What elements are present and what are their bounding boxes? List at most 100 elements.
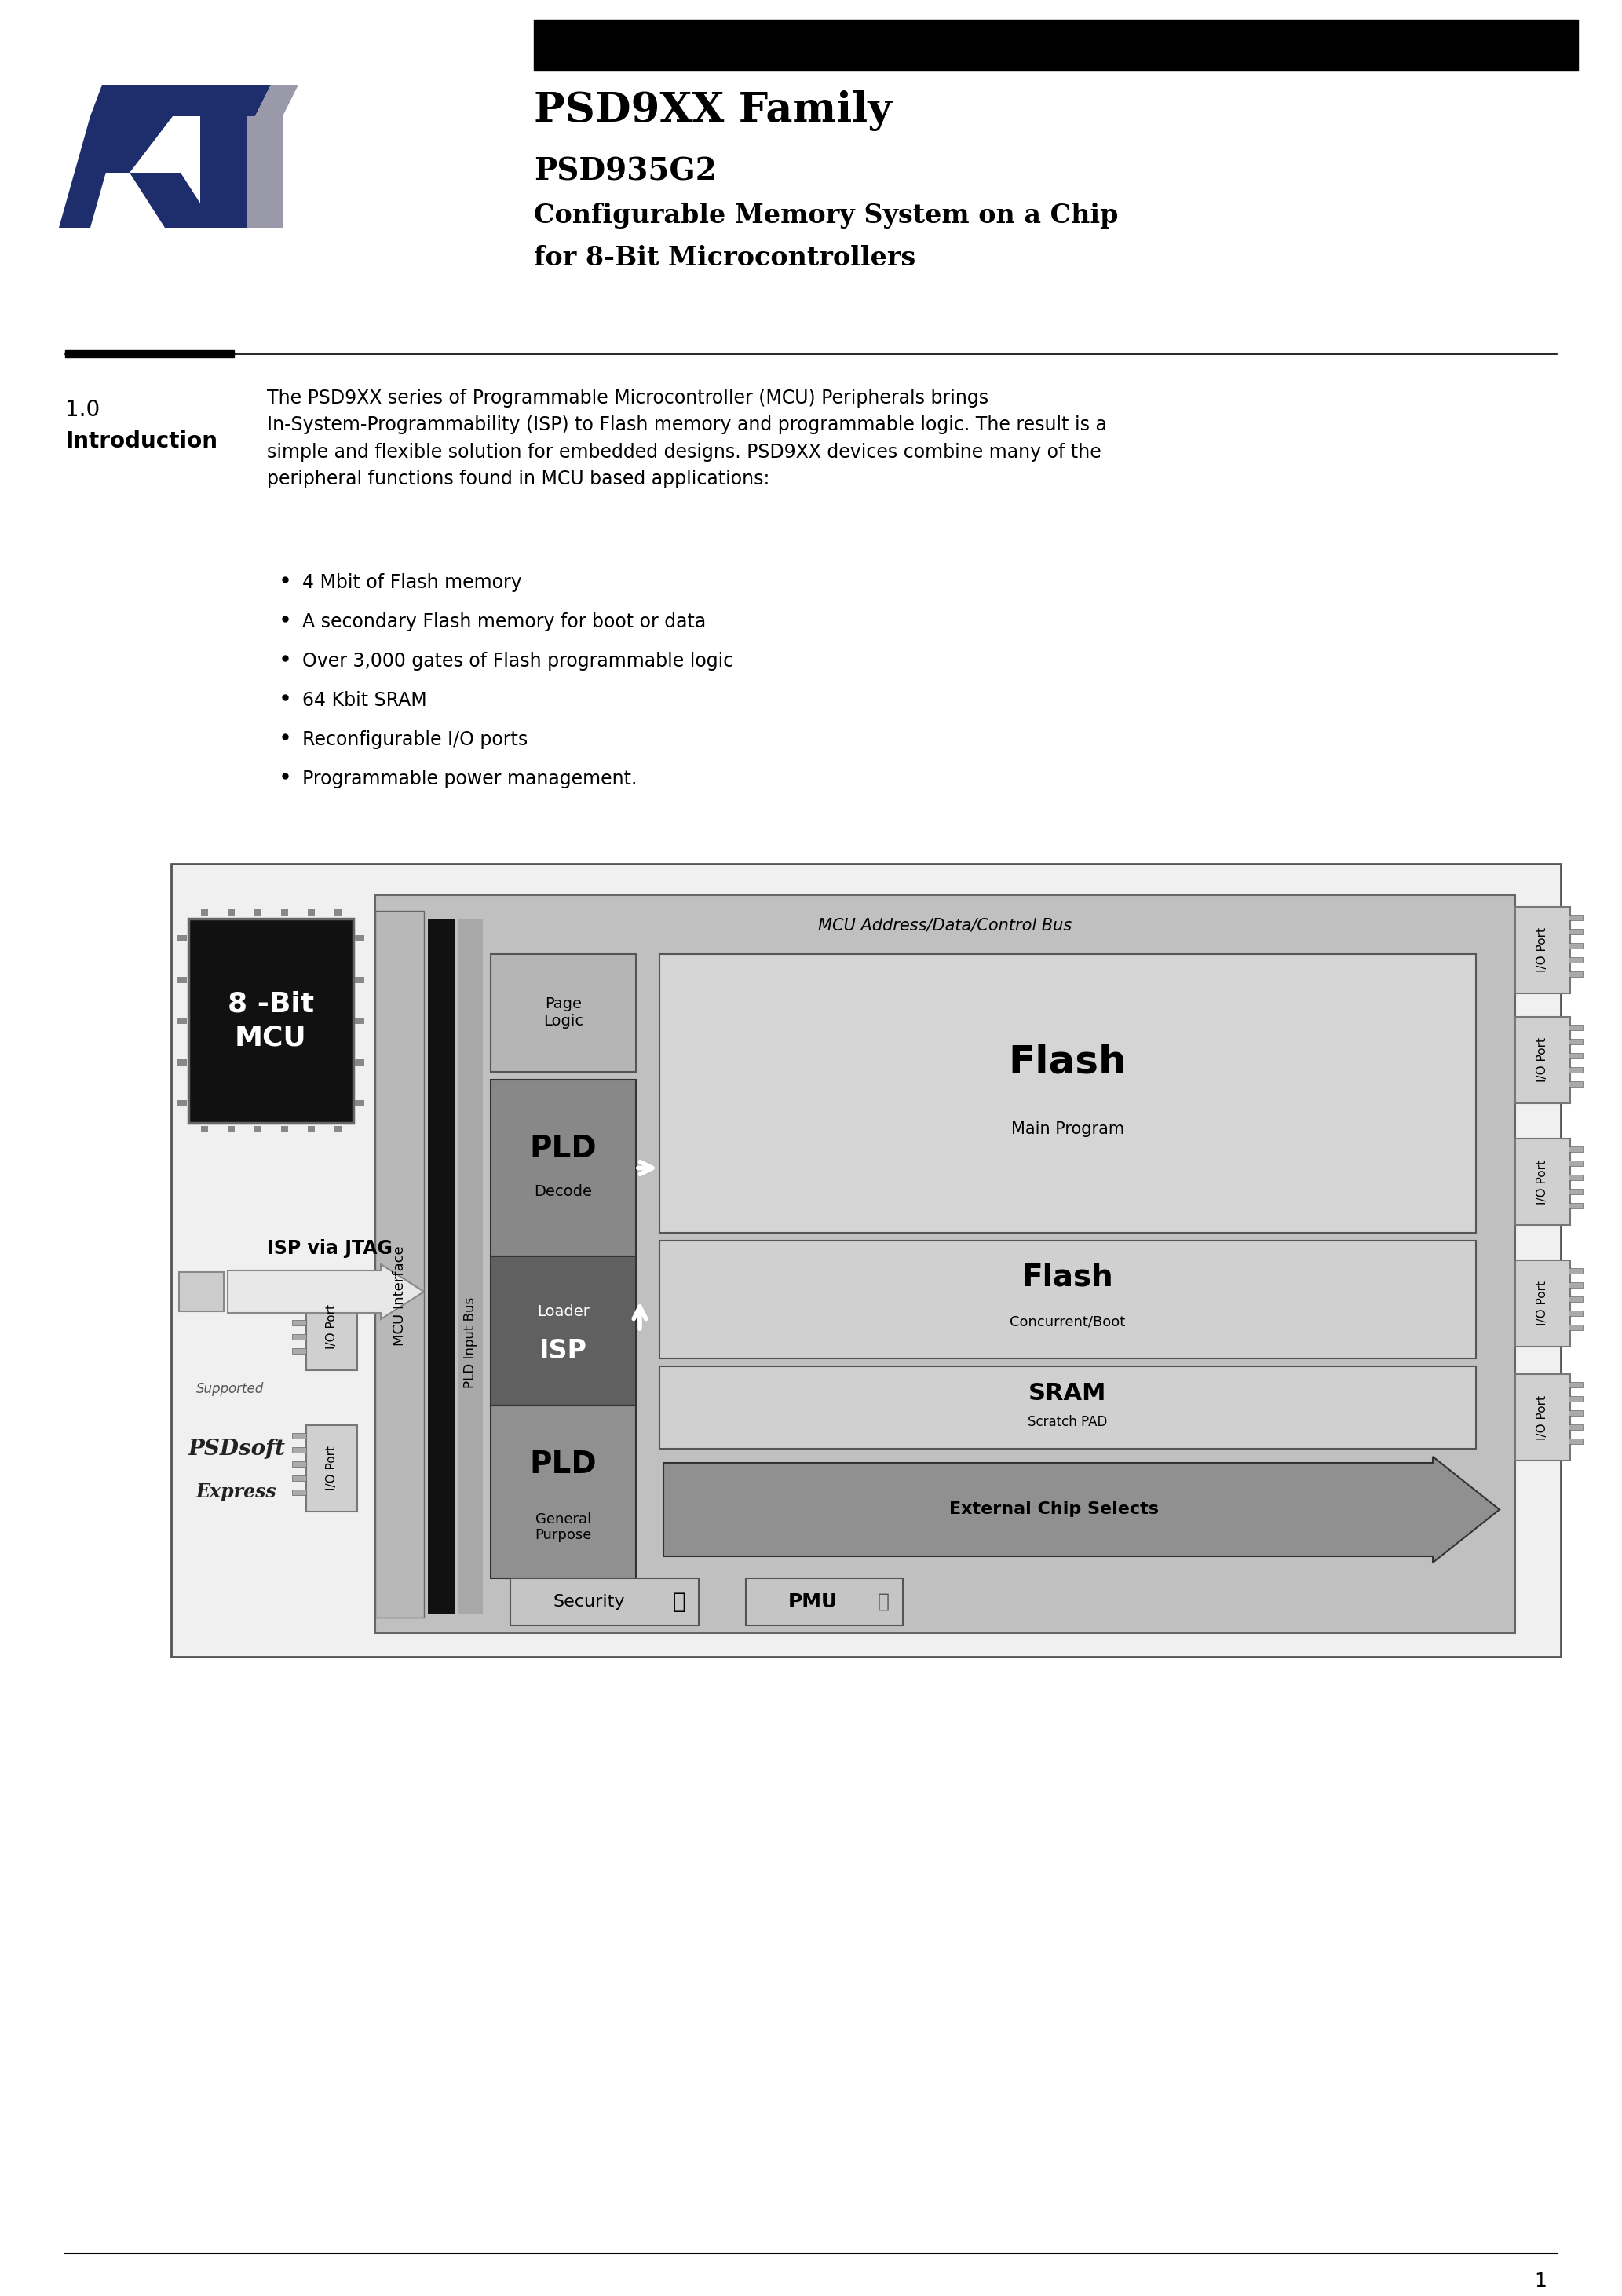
Bar — [1568, 1159, 1583, 1166]
Text: for 8-Bit Microcontrollers: for 8-Bit Microcontrollers — [534, 246, 915, 271]
Text: MCU Interface: MCU Interface — [393, 1244, 407, 1345]
Bar — [334, 909, 342, 916]
Bar — [491, 1256, 636, 1405]
Polygon shape — [130, 172, 216, 227]
Bar — [1568, 957, 1583, 962]
Text: I/O Port: I/O Port — [1536, 1396, 1549, 1440]
Bar — [1568, 1203, 1583, 1208]
Text: Scratch PAD: Scratch PAD — [1028, 1414, 1108, 1428]
Bar — [308, 909, 315, 916]
Text: ISP via JTAG: ISP via JTAG — [268, 1240, 393, 1258]
Bar — [1568, 1054, 1583, 1058]
Bar — [308, 1125, 315, 1132]
Text: Loader: Loader — [537, 1304, 589, 1318]
Bar — [1568, 930, 1583, 934]
Bar — [355, 1058, 365, 1065]
Bar — [457, 918, 483, 1614]
Bar — [1568, 944, 1583, 948]
Bar — [177, 1017, 187, 1024]
Bar — [307, 1426, 357, 1511]
Bar — [660, 1240, 1476, 1359]
Bar — [201, 1125, 208, 1132]
Bar — [1568, 971, 1583, 976]
Text: General
Purpose: General Purpose — [535, 1513, 592, 1543]
Bar — [292, 1490, 307, 1495]
Bar — [292, 1306, 307, 1311]
Bar — [355, 1100, 365, 1107]
Bar — [177, 934, 187, 941]
Polygon shape — [247, 117, 282, 227]
Bar — [1568, 1424, 1583, 1430]
Bar — [1515, 1373, 1570, 1460]
Text: SRAM: SRAM — [1028, 1382, 1106, 1405]
Polygon shape — [200, 117, 247, 227]
Polygon shape — [58, 117, 122, 227]
Bar — [1568, 1068, 1583, 1072]
Bar — [1568, 1297, 1583, 1302]
Bar — [281, 1125, 289, 1132]
Text: Over 3,000 gates of Flash programmable logic: Over 3,000 gates of Flash programmable l… — [302, 652, 733, 670]
Bar — [1568, 914, 1583, 921]
Bar — [375, 912, 423, 1619]
Bar — [1568, 1325, 1583, 1329]
Bar — [1568, 1146, 1583, 1153]
Polygon shape — [255, 85, 298, 117]
Bar — [307, 1283, 357, 1371]
Bar — [201, 909, 208, 916]
Bar — [534, 21, 1578, 71]
Polygon shape — [663, 1456, 1499, 1564]
Bar — [375, 895, 1515, 1632]
Bar — [491, 955, 636, 1072]
Text: Page
Logic: Page Logic — [543, 996, 584, 1029]
Bar — [292, 1293, 307, 1297]
Text: PMU: PMU — [788, 1593, 837, 1612]
Bar — [491, 1079, 636, 1256]
Bar — [1568, 1038, 1583, 1045]
Bar — [1515, 1017, 1570, 1104]
Text: A secondary Flash memory for boot or data: A secondary Flash memory for boot or dat… — [302, 613, 706, 631]
Text: 1: 1 — [1534, 2271, 1547, 2291]
Bar — [428, 918, 456, 1614]
Bar — [255, 1125, 261, 1132]
Text: The PSD9XX series of Programmable Microcontroller (MCU) Peripherals brings
In-Sy: The PSD9XX series of Programmable Microc… — [268, 388, 1106, 489]
Text: MCU Address/Data/Control Bus: MCU Address/Data/Control Bus — [819, 916, 1072, 932]
Text: PLD: PLD — [530, 1449, 597, 1479]
Text: ISP: ISP — [540, 1339, 587, 1364]
Bar — [177, 1100, 187, 1107]
Polygon shape — [91, 85, 271, 117]
Bar — [660, 955, 1476, 1233]
Text: Supported: Supported — [196, 1382, 264, 1396]
Bar — [255, 909, 261, 916]
Bar — [292, 1460, 307, 1467]
Bar — [292, 1446, 307, 1453]
Text: 4 Mbit of Flash memory: 4 Mbit of Flash memory — [302, 574, 522, 592]
Text: 64 Kbit SRAM: 64 Kbit SRAM — [302, 691, 427, 709]
Text: Programmable power management.: Programmable power management. — [302, 769, 637, 788]
Text: I/O Port: I/O Port — [1536, 1281, 1549, 1325]
Bar — [292, 1476, 307, 1481]
Polygon shape — [83, 117, 172, 172]
Bar — [355, 976, 365, 983]
Bar — [1515, 1261, 1570, 1348]
Bar — [1515, 1139, 1570, 1226]
Text: Reconfigurable I/O ports: Reconfigurable I/O ports — [302, 730, 527, 748]
Bar — [178, 1272, 224, 1311]
Text: Configurable Memory System on a Chip: Configurable Memory System on a Chip — [534, 202, 1118, 230]
Bar — [1568, 1410, 1583, 1417]
Bar — [227, 909, 235, 916]
Bar — [1568, 1440, 1583, 1444]
Bar — [660, 1366, 1476, 1449]
Bar — [227, 1125, 235, 1132]
Bar — [188, 918, 354, 1123]
Text: Decode: Decode — [534, 1185, 592, 1199]
Bar — [1568, 1176, 1583, 1180]
Bar — [292, 1433, 307, 1440]
Bar — [334, 1125, 342, 1132]
Bar — [1568, 1311, 1583, 1316]
Text: Security: Security — [553, 1593, 624, 1609]
Bar — [281, 909, 289, 916]
Text: I/O Port: I/O Port — [1536, 1159, 1549, 1203]
Bar — [172, 863, 1560, 1658]
Text: I/O Port: I/O Port — [1536, 928, 1549, 974]
Bar — [292, 1348, 307, 1355]
